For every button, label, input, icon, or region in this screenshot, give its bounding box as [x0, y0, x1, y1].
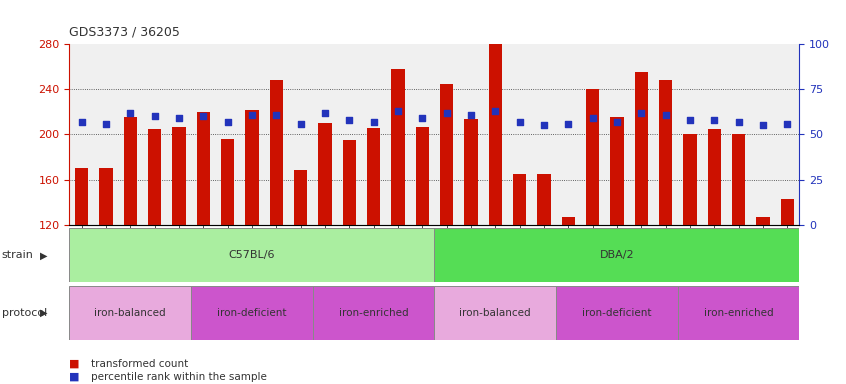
- Point: [318, 110, 332, 116]
- Text: iron-deficient: iron-deficient: [582, 308, 651, 318]
- Point: [659, 111, 673, 118]
- Point: [488, 108, 502, 114]
- Bar: [391, 69, 404, 225]
- Point: [537, 122, 551, 128]
- Bar: [99, 168, 113, 225]
- Text: C57BL/6: C57BL/6: [228, 250, 275, 260]
- Text: iron-deficient: iron-deficient: [217, 308, 287, 318]
- Text: ■: ■: [69, 359, 80, 369]
- Point: [196, 113, 210, 119]
- Bar: [367, 127, 380, 225]
- Bar: [562, 217, 575, 225]
- Point: [270, 111, 283, 118]
- Text: iron-enriched: iron-enriched: [338, 308, 409, 318]
- Bar: [556, 286, 678, 340]
- Bar: [684, 134, 696, 225]
- Text: ▶: ▶: [41, 250, 47, 260]
- Bar: [756, 217, 770, 225]
- Bar: [191, 286, 313, 340]
- Point: [294, 121, 307, 127]
- Bar: [196, 112, 210, 225]
- Point: [172, 115, 185, 121]
- Point: [99, 121, 113, 127]
- Text: strain: strain: [2, 250, 34, 260]
- Bar: [634, 72, 648, 225]
- Bar: [318, 123, 332, 225]
- Bar: [537, 174, 551, 225]
- Point: [415, 115, 429, 121]
- Point: [124, 110, 137, 116]
- Point: [440, 110, 453, 116]
- Point: [245, 111, 259, 118]
- Bar: [313, 286, 434, 340]
- Point: [343, 117, 356, 123]
- Text: iron-balanced: iron-balanced: [95, 308, 166, 318]
- Text: protocol: protocol: [2, 308, 47, 318]
- Bar: [781, 199, 794, 225]
- Point: [732, 119, 745, 125]
- Text: iron-balanced: iron-balanced: [459, 308, 531, 318]
- Bar: [294, 170, 307, 225]
- Bar: [678, 286, 799, 340]
- Text: GDS3373 / 36205: GDS3373 / 36205: [69, 25, 180, 38]
- Point: [684, 117, 697, 123]
- Bar: [270, 80, 283, 225]
- Point: [781, 121, 794, 127]
- Bar: [732, 134, 745, 225]
- Bar: [464, 119, 478, 225]
- Text: DBA/2: DBA/2: [600, 250, 634, 260]
- Point: [634, 110, 648, 116]
- Bar: [221, 139, 234, 225]
- Bar: [586, 89, 599, 225]
- Bar: [74, 168, 88, 225]
- Text: ■: ■: [69, 372, 80, 382]
- Bar: [245, 109, 259, 225]
- Point: [221, 119, 234, 125]
- Point: [464, 111, 478, 118]
- Bar: [434, 286, 556, 340]
- Text: iron-enriched: iron-enriched: [704, 308, 773, 318]
- Point: [367, 119, 381, 125]
- Bar: [440, 84, 453, 225]
- Bar: [434, 228, 799, 282]
- Bar: [415, 126, 429, 225]
- Bar: [69, 228, 434, 282]
- Point: [756, 122, 770, 128]
- Point: [513, 119, 526, 125]
- Bar: [513, 174, 526, 225]
- Point: [585, 115, 599, 121]
- Bar: [707, 129, 721, 225]
- Bar: [69, 286, 191, 340]
- Bar: [610, 118, 624, 225]
- Bar: [489, 44, 502, 225]
- Text: ▶: ▶: [41, 308, 47, 318]
- Point: [74, 119, 88, 125]
- Bar: [124, 118, 137, 225]
- Point: [391, 108, 404, 114]
- Bar: [343, 140, 356, 225]
- Point: [610, 119, 624, 125]
- Point: [707, 117, 721, 123]
- Text: percentile rank within the sample: percentile rank within the sample: [91, 372, 266, 382]
- Bar: [148, 129, 162, 225]
- Bar: [173, 126, 185, 225]
- Bar: [659, 80, 673, 225]
- Text: transformed count: transformed count: [91, 359, 188, 369]
- Point: [562, 121, 575, 127]
- Point: [148, 113, 162, 119]
